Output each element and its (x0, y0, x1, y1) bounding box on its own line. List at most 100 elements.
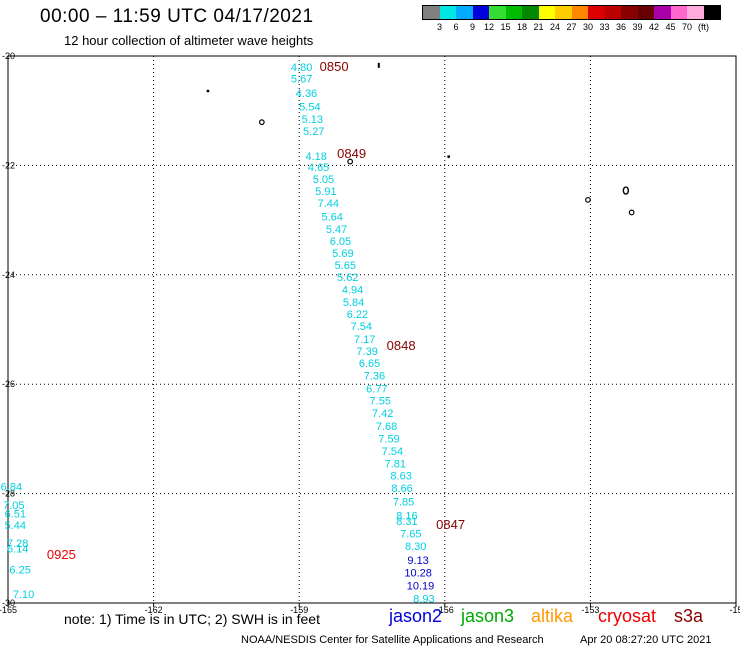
scale-label: 21 (533, 22, 544, 32)
scale-label: 3 (436, 22, 443, 32)
wave-height-value: 6.84 (1, 481, 22, 493)
island-marker (447, 155, 451, 159)
lon-tick-label: -165 (0, 605, 17, 615)
scale-label: 6 (453, 22, 459, 32)
scale-swatch (538, 6, 555, 19)
timestamp: Apr 20 08:27:20 UTC 2021 (580, 634, 712, 646)
lon-tick-label: -15 (729, 605, 740, 615)
wave-height-value: 7.85 (393, 496, 414, 508)
pass-time-label: 0849 (337, 146, 366, 161)
wave-height-value: 7.54 (351, 321, 372, 333)
wave-height-value: 5.54 (299, 101, 320, 113)
wave-height-value: 6.14 (7, 543, 28, 555)
wave-height-value: 5.67 (291, 73, 312, 85)
wave-height-value: 5.05 (313, 174, 334, 186)
wave-height-value: 5.27 (303, 126, 324, 138)
scale-label: 9 (469, 22, 476, 32)
scale-swatch (472, 6, 489, 19)
island-marker (258, 119, 265, 126)
map-frame (7, 55, 737, 604)
island-marker (622, 186, 630, 195)
wave-height-value: 5.65 (335, 260, 356, 272)
wave-height-value: 5.47 (326, 224, 347, 236)
scale-label: 30 (582, 22, 594, 32)
scale-swatch (637, 6, 654, 19)
scale-swatch (555, 6, 572, 19)
wave-height-color-scale: 3 6 9 12 15 18 21 24 27 30 33 36 39 42 45 70 (ft) (422, 5, 721, 34)
credit-text: NOAA/NESDIS Center for Satellite Applica… (241, 634, 544, 646)
scale-swatch (423, 6, 440, 19)
wave-height-value: 9.13 (407, 555, 428, 567)
scale-label: 39 (632, 22, 643, 32)
lat-tick-label: -30 (2, 598, 15, 608)
wave-height-value: 4.36 (296, 88, 317, 100)
satellite-legend-jason2: jason2 (389, 606, 443, 626)
lon-tick-label: -162 (145, 605, 163, 615)
wave-height-value: 4.18 (305, 151, 326, 163)
scale-swatch (522, 6, 539, 19)
wave-height-value: 6.51 (5, 508, 26, 520)
wave-height-value: 5.62 (337, 272, 358, 284)
scale-label: 27 (566, 22, 577, 32)
wave-height-value: 7.44 (318, 198, 339, 210)
scale-swatch (588, 6, 605, 19)
scale-swatch (489, 6, 506, 19)
page-subtitle: 12 hour collection of altimeter wave hei… (64, 33, 314, 48)
scale-label: 36 (615, 22, 627, 32)
island-marker (628, 209, 635, 216)
wave-height-value: 6.05 (330, 236, 351, 248)
pass-time-label: 0925 (47, 547, 76, 562)
wave-height-value: 7.55 (370, 396, 391, 408)
lat-tick-label: -26 (2, 379, 15, 389)
lat-tick-label: -28 (2, 489, 15, 499)
pass-time-label: 0850 (320, 59, 349, 74)
scale-label: 12 (483, 22, 495, 32)
wave-height-value: 4.80 (291, 62, 312, 74)
scale-label: (ft) (698, 22, 709, 32)
wave-height-value: 5.69 (332, 248, 353, 260)
island-marker (377, 62, 380, 68)
wave-height-value: 4.65 (308, 162, 329, 174)
wave-height-value: 6.77 (366, 384, 387, 396)
wave-height-value: 10.19 (407, 580, 435, 592)
wave-height-value: 7.65 (400, 529, 421, 541)
lon-tick-label: -156 (436, 605, 454, 615)
wave-height-value: 7.17 (354, 334, 375, 346)
lat-tick-label: -22 (2, 160, 15, 170)
scale-label: 42 (648, 22, 660, 32)
scale-swatch (687, 6, 704, 19)
wave-height-value: 7.28 (7, 538, 28, 550)
scale-swatch (670, 6, 687, 19)
scale-label: 70 (681, 22, 693, 32)
wave-height-value: 6.65 (359, 358, 380, 370)
scale-swatch (654, 6, 671, 19)
color-scale-labels: 3 6 9 12 15 18 21 24 27 30 33 36 39 42 45 70 (ft) (422, 20, 721, 34)
lat-tick-label: -24 (2, 270, 15, 280)
wave-height-value: 6.22 (347, 309, 368, 321)
wave-height-value: 5.84 (343, 297, 364, 309)
wave-height-value: 7.39 (356, 346, 377, 358)
footer-note: note: 1) Time is in UTC; 2) SWH is in fe… (64, 611, 320, 627)
pass-time-label: 0848 (387, 338, 416, 353)
satellite-legend-cryosat: cryosat (598, 606, 657, 626)
wave-height-value: 8.93 (413, 594, 434, 606)
wave-height-value: 8.63 (390, 471, 411, 483)
wave-height-value: 8.66 (391, 483, 412, 495)
wave-height-value: 8.30 (405, 541, 426, 553)
satellite-legend-jason3: jason3 (461, 606, 515, 626)
wave-height-value: 4.94 (342, 285, 363, 297)
scale-swatch (604, 6, 621, 19)
scale-label: 33 (599, 22, 610, 32)
scale-label: 24 (549, 22, 561, 32)
scale-swatch (505, 6, 522, 19)
scale-swatch (439, 6, 456, 19)
scale-label: 15 (500, 22, 511, 32)
wave-height-value: 7.59 (378, 433, 399, 445)
wave-height-value: 5.13 (302, 114, 323, 126)
scale-swatch (456, 6, 473, 19)
lon-tick-label: -159 (290, 605, 308, 615)
island-marker (585, 196, 591, 203)
island-marker (206, 89, 210, 93)
scale-swatch (703, 6, 720, 19)
